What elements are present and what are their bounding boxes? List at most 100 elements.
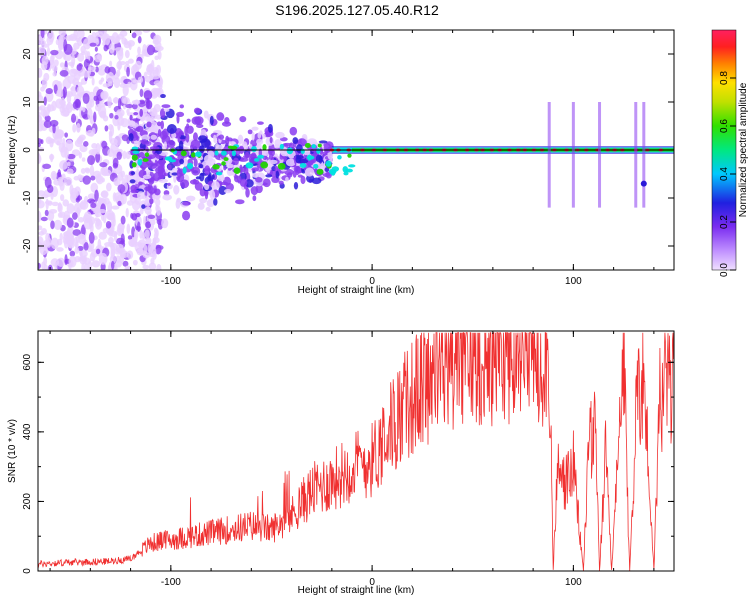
spectrogram-noise-blob <box>49 119 59 127</box>
spectrogram-noise-blob <box>98 252 108 265</box>
spectrogram-hotspot <box>214 150 219 156</box>
spectrogram-blob <box>204 165 211 176</box>
spectrogram-noise-blob <box>38 225 43 231</box>
spectrogram-noise-blob <box>94 46 98 52</box>
spectrogram-noise-blob <box>87 198 96 204</box>
spectrogram-noise-blob <box>97 197 103 204</box>
spectrogram-blob <box>150 134 158 140</box>
spectrogram-noise-blob <box>102 115 109 122</box>
spectrogram-blob <box>255 184 263 194</box>
spectrogram-noise-blob <box>102 227 111 234</box>
spectrogram-noise-blob <box>62 199 70 207</box>
spectrogram-blob <box>319 147 323 155</box>
spectrogram-blob <box>252 172 259 178</box>
spectrogram-hotspot <box>137 158 143 166</box>
spectrogram-noise-blob <box>94 189 99 202</box>
spectrogram-noise-blob <box>68 255 77 268</box>
spectrogram-noise-blob <box>131 32 137 39</box>
spectrogram-noise-blob <box>44 209 49 216</box>
spectrogram-noise-blob <box>111 205 120 210</box>
spectrogram-blob <box>193 107 201 114</box>
spectrogram-hotspot <box>251 145 257 153</box>
spectrogram-noise-blob <box>128 238 135 247</box>
spectrogram-noise-blob <box>126 250 134 260</box>
spectrogram-noise-blob <box>87 260 93 270</box>
spectrogram-hotspot <box>229 145 238 150</box>
spectrogram-noise-blob <box>109 60 113 67</box>
spectrogram-noise-blob <box>153 80 162 86</box>
spectrogram-noise-blob <box>38 152 41 164</box>
spectrogram-hotspot <box>316 147 321 154</box>
spectrogram-noise-blob <box>46 46 51 57</box>
spectrogram-blob <box>151 121 157 131</box>
spectrogram-noise-blob <box>95 174 104 185</box>
spectrogram-blob <box>190 139 201 150</box>
spectrogram-noise-blob <box>145 237 152 245</box>
spectrogram-noise-blob <box>143 244 148 255</box>
spectrogram-hotspot <box>337 155 342 160</box>
spectrogram-noise-blob <box>120 233 125 244</box>
spectrogram-noise-blob <box>127 81 132 88</box>
spectrogram-noise-blob <box>50 153 54 163</box>
spectrogram-noise-blob <box>109 124 115 137</box>
spectrogram-noise-blob <box>50 49 59 56</box>
spectrogram-noise-blob <box>81 157 86 162</box>
snr-y-axis-label: SNR (10 * v/v) <box>7 419 18 483</box>
spectrogram-blob <box>161 104 171 109</box>
spectrogram-noise-blob <box>49 138 56 144</box>
spectrogram-noise-blob <box>104 125 109 132</box>
spectrogram-noise-blob <box>105 71 115 84</box>
spectrogram-hotspot <box>299 162 307 168</box>
spectrogram-blob <box>211 174 215 180</box>
x-tick-label: -100 <box>161 577 181 588</box>
spectrogram-hotspot <box>144 152 150 157</box>
spectrogram-noise-blob <box>120 250 129 258</box>
spectrogram-blob <box>179 158 185 165</box>
spectrogram-marks <box>38 30 674 270</box>
spectrogram-noise-blob <box>60 97 66 109</box>
spectrogram-noise-blob <box>57 202 62 212</box>
spectrogram-blob <box>267 123 273 133</box>
spectrogram-noise-blob <box>38 138 43 145</box>
spectrogram-blob <box>199 197 208 204</box>
spectrogram-noise-blob <box>77 174 83 181</box>
spectrogram-blob <box>175 199 181 210</box>
spectrogram-noise-blob <box>104 66 111 74</box>
spectrogram-noise-blob <box>50 258 60 267</box>
x-tick-label: 100 <box>565 276 582 287</box>
spectrogram-hotspot <box>348 164 356 168</box>
spectrogram-blob <box>196 123 204 128</box>
spectrogram-noise-blob <box>98 30 108 36</box>
spectrogram-noise-blob <box>116 60 123 70</box>
spectrogram-noise-blob <box>50 237 59 250</box>
spectrogram-noise-blob <box>121 177 125 186</box>
spectrogram-blob <box>285 158 296 167</box>
spectrogram-blob <box>218 134 225 140</box>
spectrogram-noise-blob <box>126 266 130 270</box>
spectrogram-noise-blob <box>101 140 108 149</box>
spectrogram-noise-blob <box>112 157 119 168</box>
spectrogram-noise-blob <box>83 242 89 251</box>
spectrogram-noise-blob <box>69 250 76 257</box>
spectrogram-blob <box>204 183 210 191</box>
spectrogram-noise-blob <box>100 92 108 99</box>
spectrogram-noise-blob <box>46 184 54 194</box>
spectrogram-blob <box>197 202 205 210</box>
spectrogram-noise-blob <box>87 64 92 76</box>
spectrogram-noise-blob <box>143 71 148 80</box>
spectrogram-noise-blob <box>122 260 129 267</box>
spectrogram-hotspot <box>194 151 202 157</box>
spectrogram-noise-blob <box>108 42 115 54</box>
spectrogram-noise-blob <box>38 46 46 57</box>
spectrogram-noise-blob <box>131 103 138 110</box>
spectrogram-blob <box>256 138 264 145</box>
spectrogram-blob <box>145 99 153 110</box>
spectrogram-noise-blob <box>38 111 41 118</box>
spectrogram-blob <box>160 93 166 99</box>
spectrogram-noise-blob <box>147 214 156 219</box>
spectrogram-noise-blob <box>80 224 86 237</box>
spectrogram-noise-blob <box>64 132 69 138</box>
spectrogram-noise-blob <box>117 222 125 231</box>
spectrogram-blob <box>248 155 259 164</box>
spectrogram-noise-blob <box>58 142 66 153</box>
